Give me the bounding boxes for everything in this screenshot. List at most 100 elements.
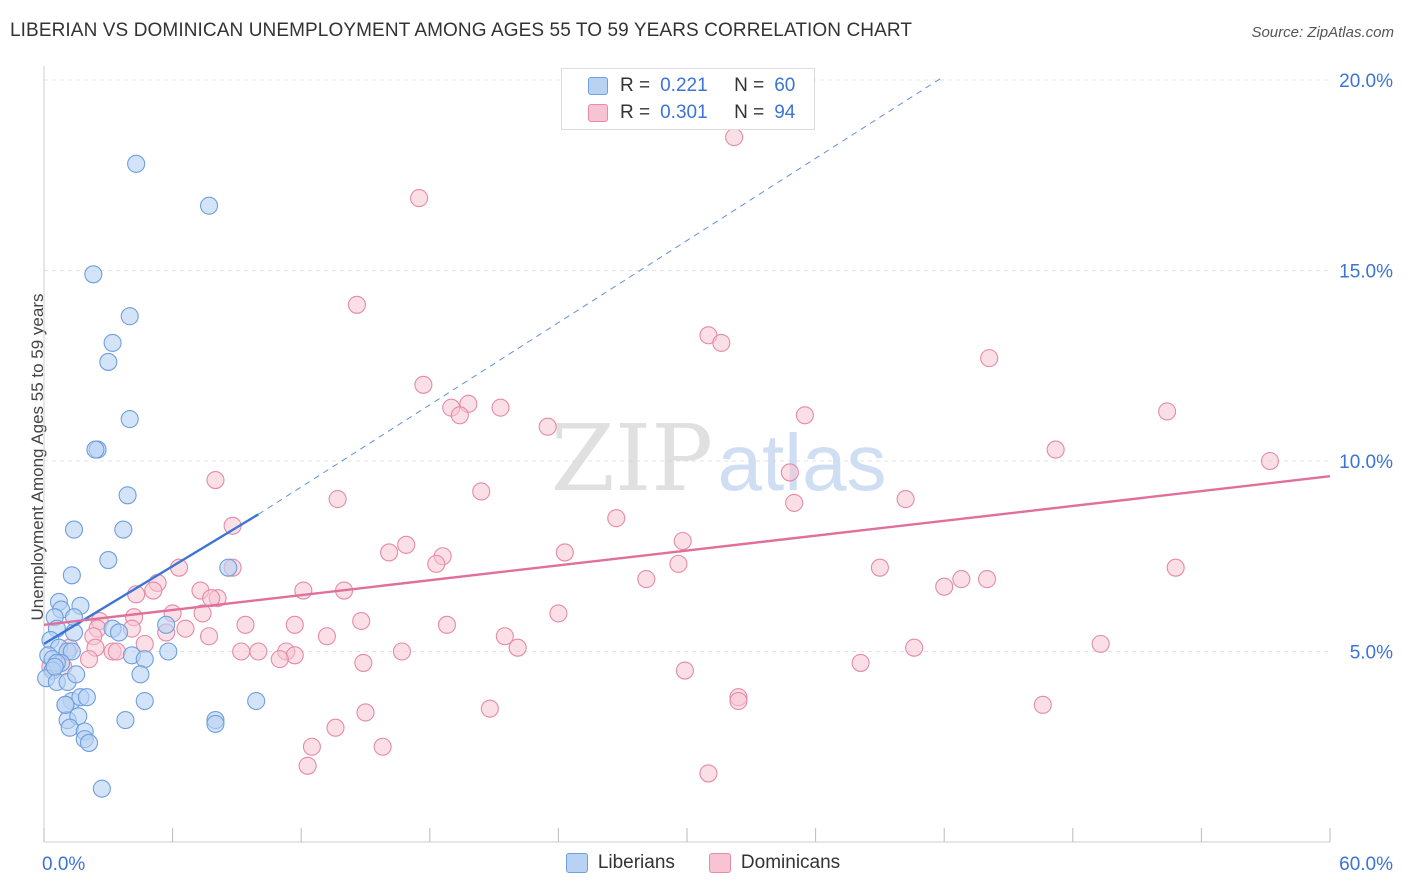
dominicans-point xyxy=(392,642,411,661)
dominicans-point xyxy=(176,619,195,638)
liberians-point xyxy=(159,642,178,661)
liberians-point xyxy=(120,410,139,429)
liberians-point xyxy=(109,623,129,642)
liberians-point xyxy=(114,520,133,539)
liberians-point xyxy=(219,558,238,577)
legend-r-label: R = xyxy=(620,102,651,123)
dominicans-point xyxy=(673,531,692,551)
legend-n-label: N = xyxy=(734,102,765,123)
dominicans-point xyxy=(607,509,626,528)
dominicans-point xyxy=(347,295,366,314)
dominicans-point xyxy=(675,661,694,680)
liberians-trend-extension xyxy=(258,75,945,515)
dominicans-point xyxy=(193,604,212,623)
dominicans-point xyxy=(298,756,317,775)
tick-labels: 5.0% 10.0% 15.0% 20.0% 0.0% 60.0% xyxy=(42,71,1393,875)
legend-item-dominicans: Dominicans xyxy=(708,852,840,874)
liberians-point xyxy=(99,551,118,570)
liberians-point xyxy=(135,691,154,711)
liberians-legend-swatch xyxy=(565,853,588,873)
dominicans-point xyxy=(1158,402,1177,421)
liberians-point xyxy=(84,265,103,284)
liberians-point xyxy=(62,566,81,585)
dominicans-point xyxy=(780,463,799,482)
y-tick-label: 5.0% xyxy=(1350,643,1393,664)
dominicans-point xyxy=(199,627,219,646)
legend-item-liberians: Liberians xyxy=(565,852,675,874)
liberians-trend-line xyxy=(43,513,259,645)
dominicans-point xyxy=(328,490,347,509)
trend-lines xyxy=(43,75,1331,645)
dominicans-point xyxy=(410,189,429,208)
liberians-point xyxy=(199,196,219,215)
dominicans-point xyxy=(508,638,527,657)
liberians-point xyxy=(131,665,150,684)
dominicans-point xyxy=(669,554,688,573)
dominicans-point xyxy=(980,349,999,368)
watermark-zip: ZIP xyxy=(551,405,713,512)
y-tick-label: 15.0% xyxy=(1339,262,1393,283)
dominicans-point xyxy=(270,650,289,669)
liberians-point xyxy=(92,779,111,798)
liberians-point xyxy=(56,695,75,714)
liberians-point xyxy=(247,691,266,711)
liberians-point xyxy=(45,657,64,676)
dominicans-point xyxy=(354,653,373,672)
liberians-legend-label: Liberians xyxy=(597,852,675,873)
dominicans-point xyxy=(725,128,744,147)
dominicans-point xyxy=(491,398,510,417)
dominicans-point xyxy=(249,642,268,661)
dominicans-trend-line xyxy=(43,475,1331,627)
liberians-point xyxy=(67,665,86,684)
series-legend: Liberians Dominicans xyxy=(0,852,1406,874)
dominicans-point xyxy=(555,543,574,562)
dominicans-point xyxy=(285,646,304,665)
legend-r-value: 0.301 xyxy=(660,102,708,123)
legend-n-value: 94 xyxy=(774,102,796,123)
liberians-point xyxy=(77,688,96,707)
dominicans-point xyxy=(896,490,915,509)
dominicans-point xyxy=(317,627,336,646)
liberians-point xyxy=(120,307,139,326)
dominicans-point xyxy=(538,417,557,436)
correlation-legend: R = 0.221 N = 60 R = 0.301 N = 94 xyxy=(561,68,815,130)
liberians-point xyxy=(135,650,154,669)
dominicans-point xyxy=(712,333,731,352)
dominicans-point xyxy=(380,543,399,562)
liberians-point xyxy=(79,733,99,752)
watermark: ZIP atlas xyxy=(551,405,887,512)
dominicans-point xyxy=(326,718,345,737)
dominicans-point xyxy=(285,615,304,634)
liberians-point xyxy=(86,440,105,459)
legend-row-dominicans: R = 0.301 N = 94 xyxy=(588,100,795,126)
dominicans-point xyxy=(397,535,416,554)
dominicans-point xyxy=(699,764,718,783)
dominicans-point xyxy=(236,615,255,634)
dominicans-point xyxy=(870,558,889,577)
dominicans-point xyxy=(1260,451,1280,471)
watermark-atlas: atlas xyxy=(718,418,887,507)
dominicans-points xyxy=(41,128,1280,783)
axes xyxy=(43,66,1331,843)
dominicans-point xyxy=(785,493,804,512)
liberians-points xyxy=(37,154,266,798)
dominicans-point xyxy=(373,737,392,756)
dominicans-point xyxy=(851,653,870,672)
dominicans-point xyxy=(905,638,924,657)
dominicans-point xyxy=(79,650,99,669)
dominicans-point xyxy=(414,375,433,394)
legend-r-label: R = xyxy=(620,75,651,96)
x-tick-label-min: 0.0% xyxy=(42,854,85,875)
dominicans-point xyxy=(206,470,225,490)
chart-source: Source: ZipAtlas.com xyxy=(1251,24,1394,41)
liberians-point xyxy=(60,718,79,737)
dominicans-point xyxy=(978,570,997,589)
dominicans-point xyxy=(795,406,814,425)
dominicans-point xyxy=(495,627,514,646)
liberians-point xyxy=(116,711,135,730)
legend-r-value: 0.221 xyxy=(660,75,708,96)
dominicans-point xyxy=(302,737,321,756)
liberians-point xyxy=(157,615,176,634)
legend-n-value: 60 xyxy=(774,75,796,96)
